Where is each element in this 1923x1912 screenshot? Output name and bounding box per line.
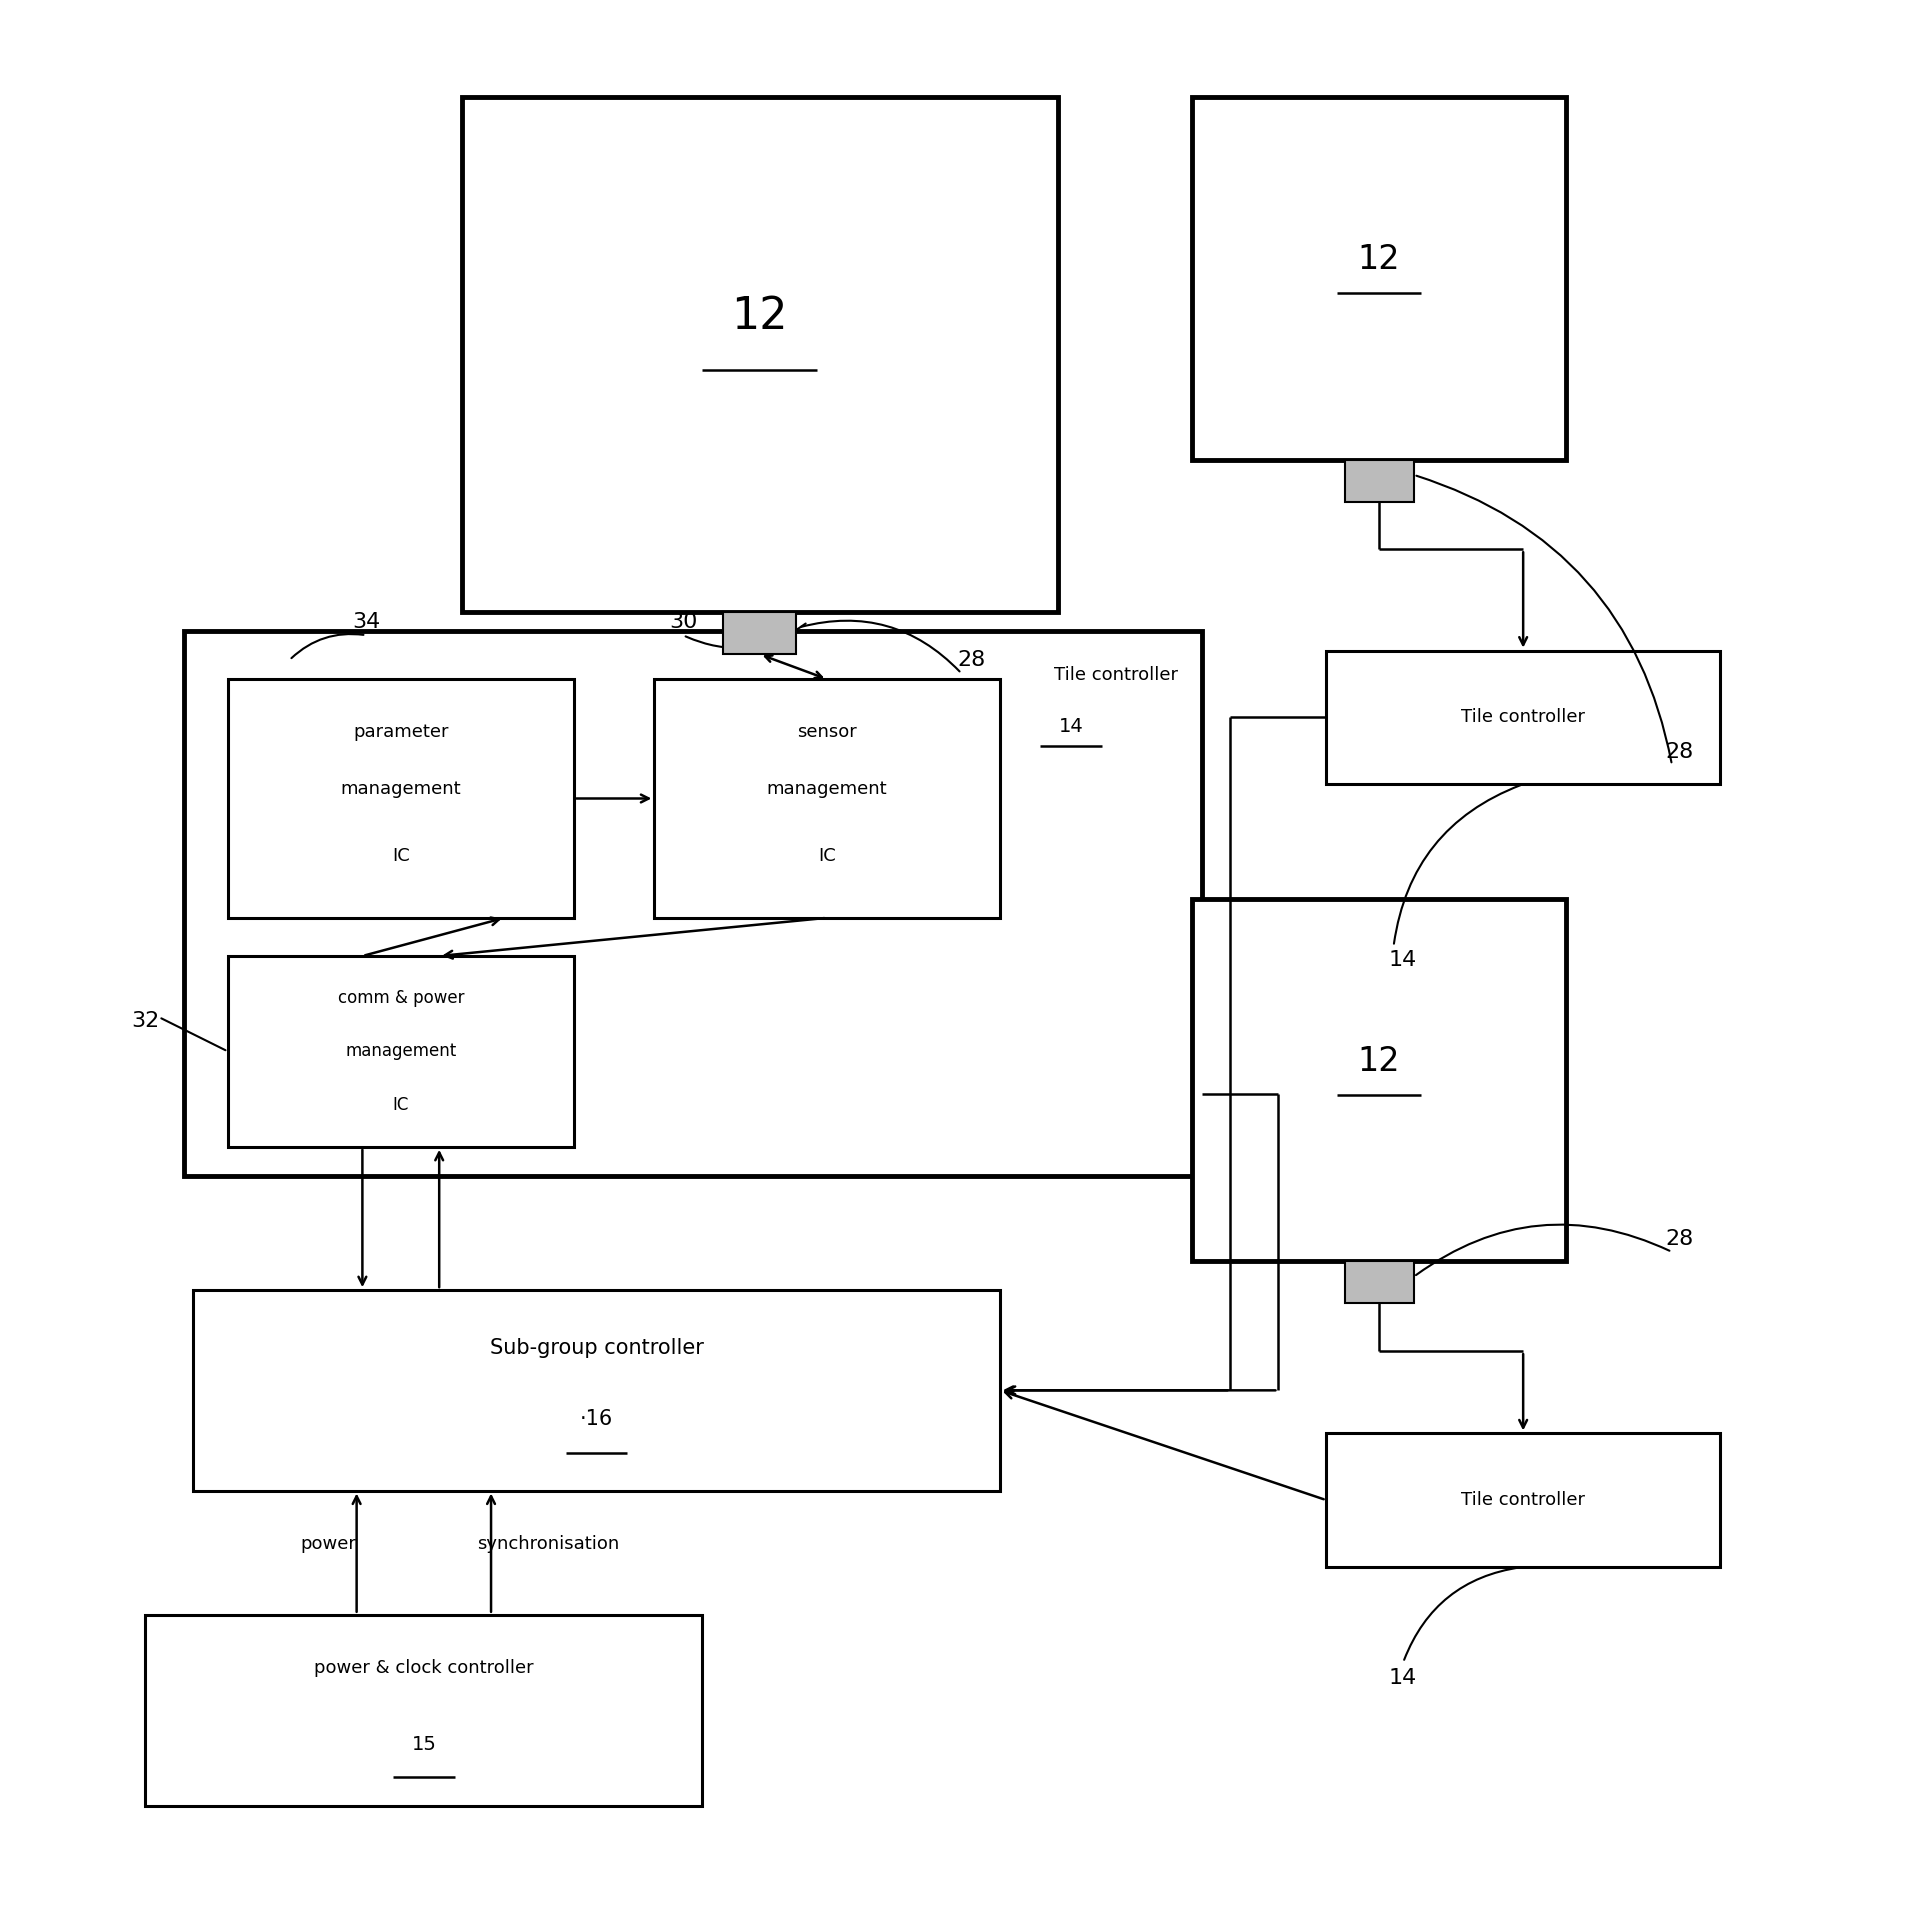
FancyBboxPatch shape (146, 1614, 702, 1805)
Text: Tile controller: Tile controller (1461, 707, 1585, 727)
Text: IC: IC (392, 1096, 410, 1115)
Text: Tile controller: Tile controller (1461, 1491, 1585, 1509)
Text: 14: 14 (1058, 717, 1083, 736)
Text: 14: 14 (1388, 950, 1417, 969)
FancyBboxPatch shape (194, 1291, 1000, 1491)
FancyBboxPatch shape (229, 679, 573, 918)
FancyBboxPatch shape (185, 631, 1202, 1176)
Text: 34: 34 (352, 612, 381, 631)
Text: power: power (300, 1535, 356, 1553)
Text: IC: IC (817, 847, 837, 864)
Text: management: management (344, 1042, 456, 1061)
Text: 28: 28 (958, 650, 985, 669)
FancyBboxPatch shape (1344, 1262, 1413, 1304)
Text: sensor: sensor (798, 723, 858, 740)
Text: management: management (767, 780, 887, 797)
Text: 30: 30 (669, 612, 698, 631)
FancyBboxPatch shape (229, 956, 573, 1147)
Text: 12: 12 (731, 294, 788, 338)
Text: 12: 12 (1358, 1044, 1400, 1078)
FancyBboxPatch shape (654, 679, 1000, 918)
Text: Sub-group controller: Sub-group controller (490, 1338, 704, 1358)
Text: ·16: ·16 (581, 1409, 613, 1428)
Text: 15: 15 (412, 1734, 437, 1753)
FancyBboxPatch shape (462, 98, 1058, 612)
Text: IC: IC (392, 847, 410, 864)
FancyBboxPatch shape (723, 612, 796, 654)
FancyBboxPatch shape (1327, 650, 1719, 784)
FancyBboxPatch shape (1327, 1434, 1719, 1568)
Text: 32: 32 (131, 1011, 160, 1031)
FancyBboxPatch shape (1192, 899, 1567, 1262)
Text: synchronisation: synchronisation (477, 1535, 619, 1553)
Text: power & clock controller: power & clock controller (313, 1660, 535, 1677)
Text: 14: 14 (1388, 1667, 1417, 1688)
Text: 12: 12 (1358, 243, 1400, 275)
Text: 28: 28 (1665, 1229, 1694, 1249)
Text: parameter: parameter (354, 723, 448, 740)
Text: 28: 28 (1665, 742, 1694, 761)
Text: comm & power: comm & power (338, 989, 463, 1008)
FancyBboxPatch shape (1344, 459, 1413, 501)
FancyBboxPatch shape (1192, 98, 1567, 459)
Text: Tile controller: Tile controller (1054, 665, 1179, 684)
Text: management: management (340, 780, 462, 797)
